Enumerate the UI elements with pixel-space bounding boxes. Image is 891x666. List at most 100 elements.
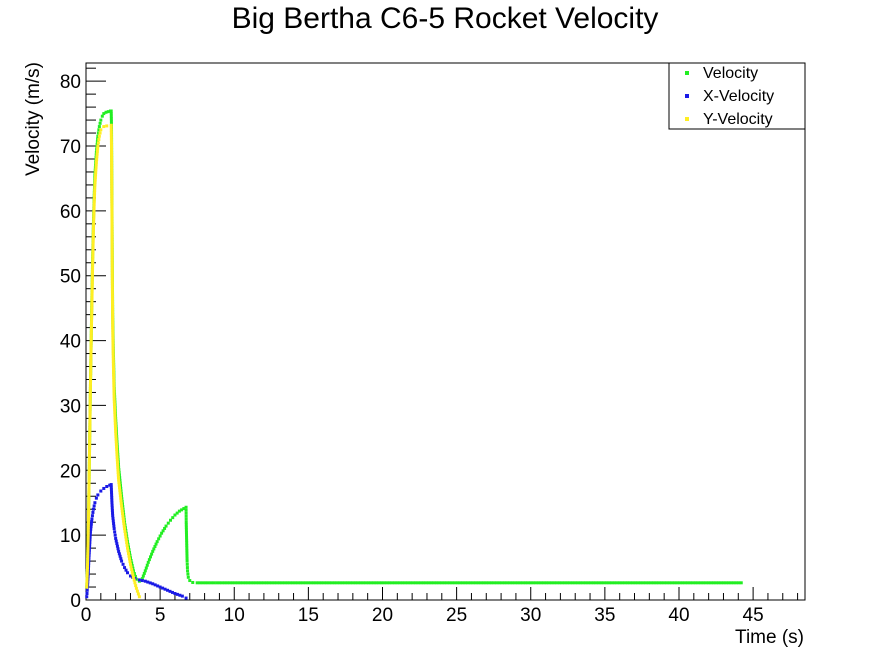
data-point (612, 581, 616, 585)
data-point (395, 581, 399, 585)
data-point (254, 581, 258, 585)
data-point (646, 581, 650, 585)
data-point (116, 468, 120, 472)
data-point (714, 581, 718, 585)
data-point (704, 581, 708, 585)
data-point (639, 581, 643, 585)
data-point (238, 581, 242, 585)
data-point (96, 141, 100, 145)
data-point (86, 555, 90, 559)
data-point (142, 571, 146, 575)
data-point (89, 351, 93, 355)
data-point (115, 450, 119, 454)
data-point (113, 533, 117, 537)
data-point (469, 581, 473, 585)
data-point (109, 112, 113, 116)
data-point (86, 528, 90, 532)
data-point (110, 164, 114, 168)
data-point (110, 248, 114, 252)
data-point (110, 157, 114, 161)
data-point (340, 581, 344, 585)
data-point (694, 581, 698, 585)
data-point (88, 423, 92, 427)
data-point (111, 307, 115, 311)
data-point (91, 510, 95, 514)
data-point (88, 420, 92, 424)
data-point (476, 581, 480, 585)
data-point (110, 227, 114, 231)
data-point (125, 543, 129, 547)
data-point (91, 231, 95, 235)
data-point (487, 581, 491, 585)
data-point (184, 523, 188, 527)
data-point (88, 428, 92, 432)
data-point (110, 294, 114, 298)
data-point (185, 538, 189, 542)
data-point (301, 581, 305, 585)
data-point (113, 424, 117, 428)
data-point (110, 210, 114, 214)
data-point (87, 470, 91, 474)
data-point (89, 326, 93, 330)
data-point (563, 581, 567, 585)
data-point (555, 581, 559, 585)
data-point (87, 498, 91, 502)
data-point (440, 581, 444, 585)
data-point (175, 592, 179, 596)
data-point (118, 488, 122, 492)
legend-label: Y-Velocity (703, 111, 773, 128)
data-point (122, 519, 126, 523)
data-point (678, 581, 682, 585)
data-point (110, 202, 114, 206)
data-point (568, 581, 572, 585)
data-point (565, 581, 569, 585)
data-point (110, 297, 114, 301)
data-point (732, 581, 736, 585)
data-point (631, 581, 635, 585)
data-point (110, 220, 114, 224)
data-point (267, 581, 271, 585)
data-point (111, 362, 115, 366)
x-tick-label: 40 (668, 605, 689, 626)
data-point (455, 581, 459, 585)
data-point (110, 194, 114, 198)
data-point (110, 212, 114, 216)
data-point (115, 453, 119, 457)
data-point (87, 515, 91, 519)
data-point (137, 578, 141, 582)
data-point (228, 581, 232, 585)
data-point (117, 478, 121, 482)
data-point (87, 467, 91, 471)
data-point (537, 581, 541, 585)
data-point (707, 581, 711, 585)
data-point (89, 361, 93, 365)
data-point (88, 397, 92, 401)
data-point (128, 560, 132, 564)
data-point (87, 510, 91, 514)
data-point (148, 581, 152, 585)
data-point (118, 494, 122, 498)
data-point (110, 240, 114, 244)
data-point (110, 230, 114, 234)
data-point (126, 552, 130, 556)
data-point (85, 574, 89, 578)
data-point (91, 247, 95, 251)
series-y-velocity (85, 123, 141, 599)
data-point (111, 318, 115, 322)
data-point (110, 182, 114, 186)
data-point (130, 568, 134, 572)
y-tick-label: 60 (60, 202, 81, 223)
y-tick-label: 10 (60, 526, 81, 547)
data-point (89, 344, 93, 348)
data-point (154, 542, 158, 546)
data-point (526, 581, 530, 585)
data-point (86, 533, 90, 537)
data-point (87, 513, 91, 517)
data-point (607, 581, 611, 585)
data-point (620, 581, 624, 585)
data-point (140, 579, 144, 583)
data-point (87, 475, 91, 479)
data-point (272, 581, 276, 585)
data-point (626, 581, 630, 585)
